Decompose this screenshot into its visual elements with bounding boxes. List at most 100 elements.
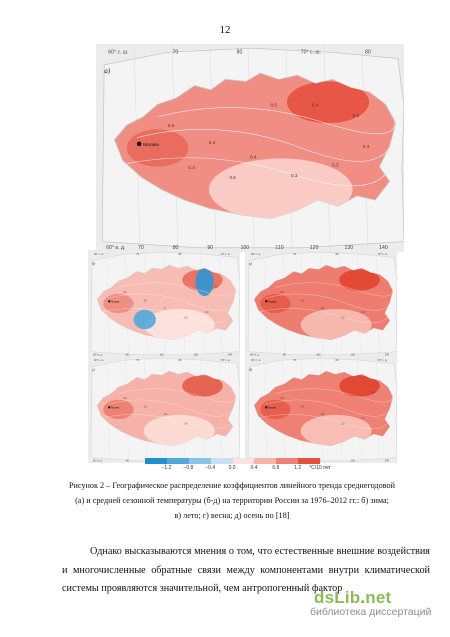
bottom-axis-label: 120 <box>194 352 199 356</box>
temperature-shading <box>260 375 393 446</box>
figure-caption: Рисунок 2 – Географическое распределение… <box>62 478 402 523</box>
bottom-axis-label: 100 <box>241 245 250 251</box>
colorbar-unit: °С/10 лет <box>309 465 331 471</box>
isoline-curve <box>260 414 390 430</box>
moscow-marker <box>265 300 268 303</box>
dslib-subtitle: библиотека диссертаций <box>310 606 432 618</box>
top-axis-label: 80 <box>336 358 339 362</box>
colorbar-swatch <box>210 458 233 464</box>
temperature-shading <box>103 375 236 446</box>
colorbar-swatch <box>188 458 211 464</box>
logo-main: dsLib <box>314 588 361 607</box>
map-panel-v: 0.5 0.6 0.4 0.3 0.2 Москва в) 60° с. ш. 70 80 70° … <box>245 250 397 357</box>
isoline-curve <box>136 129 395 162</box>
top-axis-label: 60° с. ш. <box>251 252 261 256</box>
bottom-axis-label: 80 <box>126 458 129 462</box>
isoline-curve <box>260 308 390 324</box>
bottom-axis-label: 140 <box>228 352 233 356</box>
isoline-label: 0.2 <box>353 113 360 118</box>
isoline-label: 0.2 <box>362 312 366 314</box>
isoline-label: 0.7 <box>362 418 366 420</box>
bottom-axis-label: 110 <box>275 245 283 251</box>
isoline-label: 0.3 <box>184 317 188 319</box>
moscow-marker <box>265 406 268 409</box>
isoline-label: 0.4 <box>250 154 257 159</box>
colorbar-tick: −0.4 <box>205 465 216 471</box>
top-axis-label: 70° с. ш. <box>378 358 388 362</box>
top-axis-label: 80 <box>336 252 339 256</box>
colorbar-legend: −1.2 −0.8 −0.4 0.0 0.4 0.8 1.2 °С/10 лет <box>145 458 331 476</box>
colorbar-swatch <box>254 458 277 464</box>
moscow-label: Москва <box>111 407 119 409</box>
panel-letter: в) <box>249 262 252 266</box>
colorbar-tick: 0.0 <box>228 465 236 471</box>
colorbar-tick: −1.2 <box>161 465 172 471</box>
isoline-label: 0.3 <box>144 406 148 408</box>
isoline-label: 0.6 <box>144 300 148 302</box>
map-panel-g: 0.5 0.3 0.2 0.4 Москва г) 60° с. ш. 70 80 70° с. … <box>88 356 240 463</box>
high-trend-zone <box>260 399 291 420</box>
bottom-axis-label: 120 <box>351 458 356 462</box>
colorbar-swatches <box>145 458 320 464</box>
page-number: 12 <box>219 24 231 36</box>
isoline-label: 0 <box>164 308 166 310</box>
top-axis-label: 60° с. ш. <box>251 358 261 362</box>
top-axis-label: 80 <box>365 49 371 55</box>
bottom-axis-label: 90 <box>207 245 213 251</box>
top-axis-label: 80 <box>237 49 243 55</box>
bottom-axis-label: 140 <box>379 245 388 251</box>
body-paragraph: Однако высказываются мнения о том, что е… <box>62 546 430 594</box>
isoline-label: 0.5 <box>168 123 175 128</box>
colorbar-swatch <box>276 458 299 464</box>
top-axis-label: 70° с. ш. <box>378 252 388 256</box>
isoline-label: 0.3 <box>363 144 370 149</box>
caption-line-2: (а) и средней сезонной температуры (б-д)… <box>75 496 389 505</box>
bottom-axis-label: 60° в. д. <box>250 352 260 356</box>
colorbar-tick: −0.8 <box>183 465 194 471</box>
top-axis-label: 80 <box>179 358 182 362</box>
colorbar-swatch <box>298 458 320 464</box>
isoline-label: 0.4 <box>312 102 319 107</box>
isoline-label: 0.4 <box>321 308 325 310</box>
colorbar-ticks: −1.2 −0.8 −0.4 0.0 0.4 0.8 1.2 °С/10 лет <box>145 464 331 474</box>
caption-line-1: Рисунок 2 – Географическое распределение… <box>69 481 395 490</box>
top-axis-label: 70° с. ш. <box>221 252 231 256</box>
top-axis-label: 80 <box>179 252 182 256</box>
map-svg-v: 0.5 0.6 0.4 0.3 0.2 Москва в) 60° с. ш. 70 80 70° … <box>245 250 397 357</box>
moscow-marker <box>136 141 142 147</box>
map-panel-a: 0.5 0.4 0.4 0.3 0.3 0.2 0.4 0.5 0.6 0.4 0.3 Москва а… <box>96 44 404 252</box>
bottom-axis-label: 120 <box>310 245 319 251</box>
body-text: Однако высказываются мнения о том, что е… <box>62 543 430 599</box>
high-trend-zone <box>339 375 380 397</box>
isoline-label: 0.4 <box>184 423 188 425</box>
bottom-axis-label: 80 <box>173 245 179 251</box>
isoline-label: 0.3 <box>341 317 345 319</box>
isoline-label: 0.6 <box>229 175 236 180</box>
map-panel-b: 0.9 0.6 0 0.3 -0.3 0.3 Москва б) 60° с. ш. 70 80 70… <box>88 250 240 357</box>
top-axis-label: 60° с. ш. <box>94 358 104 362</box>
top-axis-label: 70° с. ш. <box>221 358 231 362</box>
map-svg-g: 0.5 0.3 0.2 0.4 Москва г) 60° с. ш. 70 80 70° с. … <box>88 356 240 463</box>
caption-line-3: в) лето; г) весна; д) осень по [18] <box>174 511 290 520</box>
isoline-curve <box>103 414 233 430</box>
dslib-watermark[interactable]: dsLib.net библиотека диссертаций <box>310 588 434 628</box>
bottom-axis-label: 120 <box>351 352 356 356</box>
isoline-label: 0.9 <box>123 292 127 294</box>
colorbar-swatch <box>232 458 255 464</box>
cooling-zone <box>195 268 214 297</box>
map-panel-d: 0.5 0.4 0.6 0.5 0.7 0.4 Москва д) 60° с. ш. 70 80 7… <box>245 356 397 463</box>
isoline-label: 0.4 <box>372 392 376 394</box>
colorbar-tick: 0.8 <box>272 465 280 471</box>
isoline-label: 0.3 <box>215 286 219 288</box>
top-axis-label: 70° с. ш. <box>301 49 321 55</box>
high-trend-zone <box>126 129 189 167</box>
top-axis-label: 70 <box>136 358 139 362</box>
bottom-axis-label: 60° в. д. <box>93 352 103 356</box>
cooling-zone <box>133 309 156 330</box>
map-svg-d: 0.5 0.4 0.6 0.5 0.7 0.4 Москва д) 60° с. ш. 70 80 7… <box>245 356 397 463</box>
panel-letter: а) <box>104 67 111 75</box>
bottom-axis-label: 60° в. д. <box>106 245 125 251</box>
moscow-label: Москва <box>143 142 159 147</box>
isoline-curve <box>103 308 233 324</box>
isoline-label: -0.3 <box>205 312 210 314</box>
